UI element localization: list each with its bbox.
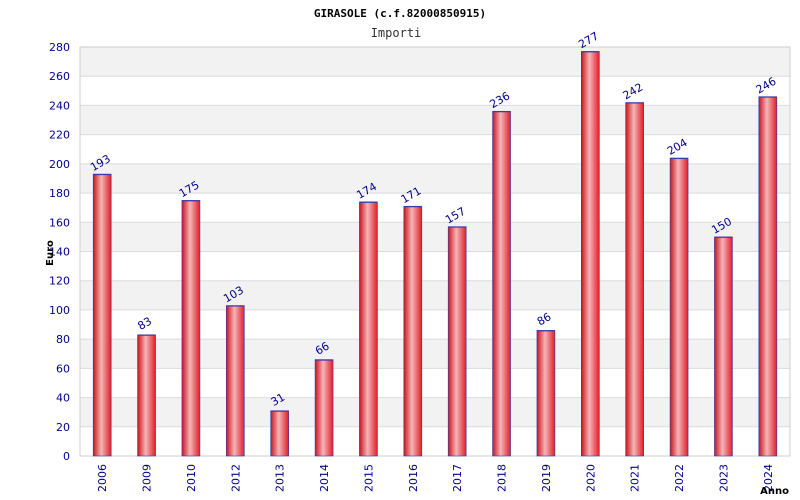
x-tick-label: 2014 xyxy=(318,464,331,492)
x-tick-label: 2024 xyxy=(762,464,775,492)
plot-area: 0204060801001201401601802002202402602801… xyxy=(49,29,791,492)
bar xyxy=(359,201,378,457)
y-tick-label: 160 xyxy=(49,216,70,229)
bar xyxy=(403,205,423,457)
y-tick-label: 200 xyxy=(49,158,70,171)
bar xyxy=(270,410,289,457)
bar xyxy=(625,102,644,457)
data-label: 66 xyxy=(313,339,332,357)
y-tick-label: 40 xyxy=(56,392,70,405)
data-label: 246 xyxy=(754,75,779,97)
x-tick-label: 2020 xyxy=(584,464,597,492)
x-tick-label: 2006 xyxy=(96,464,109,492)
y-tick-label: 80 xyxy=(56,333,70,346)
plot-border xyxy=(79,46,791,457)
y-tick-label: 120 xyxy=(49,275,70,288)
bar xyxy=(181,200,201,457)
x-tick-label: 2010 xyxy=(185,464,198,492)
bar xyxy=(492,110,511,457)
bar xyxy=(581,51,600,457)
data-label: 242 xyxy=(621,81,646,103)
y-tick-label: 140 xyxy=(49,246,70,259)
x-tick-label: 2009 xyxy=(141,464,154,492)
data-label: 86 xyxy=(535,310,554,328)
y-tick-label: 220 xyxy=(49,129,70,142)
x-tick-label: 2013 xyxy=(274,464,287,492)
x-tick-label: 2018 xyxy=(496,464,509,492)
bar xyxy=(536,330,556,457)
x-tick-label: 2021 xyxy=(629,464,642,492)
bar xyxy=(758,96,778,457)
grid-band xyxy=(80,47,790,77)
y-tick-label: 0 xyxy=(63,450,70,463)
bar xyxy=(226,305,245,457)
bar xyxy=(137,334,156,457)
data-label: 31 xyxy=(269,391,288,409)
y-tick-label: 20 xyxy=(56,421,70,434)
x-tick-label: 2016 xyxy=(407,464,420,492)
y-tick-label: 240 xyxy=(49,99,70,112)
data-label: 83 xyxy=(136,315,155,333)
bar xyxy=(669,157,689,457)
y-tick-label: 280 xyxy=(49,41,70,54)
bar xyxy=(92,173,112,457)
grid-band xyxy=(80,105,790,135)
x-tick-label: 2017 xyxy=(451,464,464,492)
y-tick-label: 100 xyxy=(49,304,70,317)
y-tick-label: 260 xyxy=(49,70,70,83)
x-tick-label: 2012 xyxy=(229,464,242,492)
bar xyxy=(314,359,334,457)
chart-subtitle: Importi xyxy=(371,26,422,40)
bar xyxy=(714,236,733,457)
x-tick-label: 2023 xyxy=(717,464,730,492)
chart-title: GIRASOLE (c.f.82000850915) xyxy=(314,7,486,20)
y-axis-label: Euro xyxy=(45,240,56,266)
x-tick-label: 2019 xyxy=(540,464,553,492)
data-label: 204 xyxy=(665,136,690,158)
x-tick-label: 2022 xyxy=(673,464,686,492)
bar xyxy=(447,226,467,457)
x-axis-label: Anno xyxy=(760,486,789,497)
y-tick-label: 60 xyxy=(56,362,70,375)
x-tick-label: 2015 xyxy=(362,464,375,492)
y-tick-label: 180 xyxy=(49,187,70,200)
